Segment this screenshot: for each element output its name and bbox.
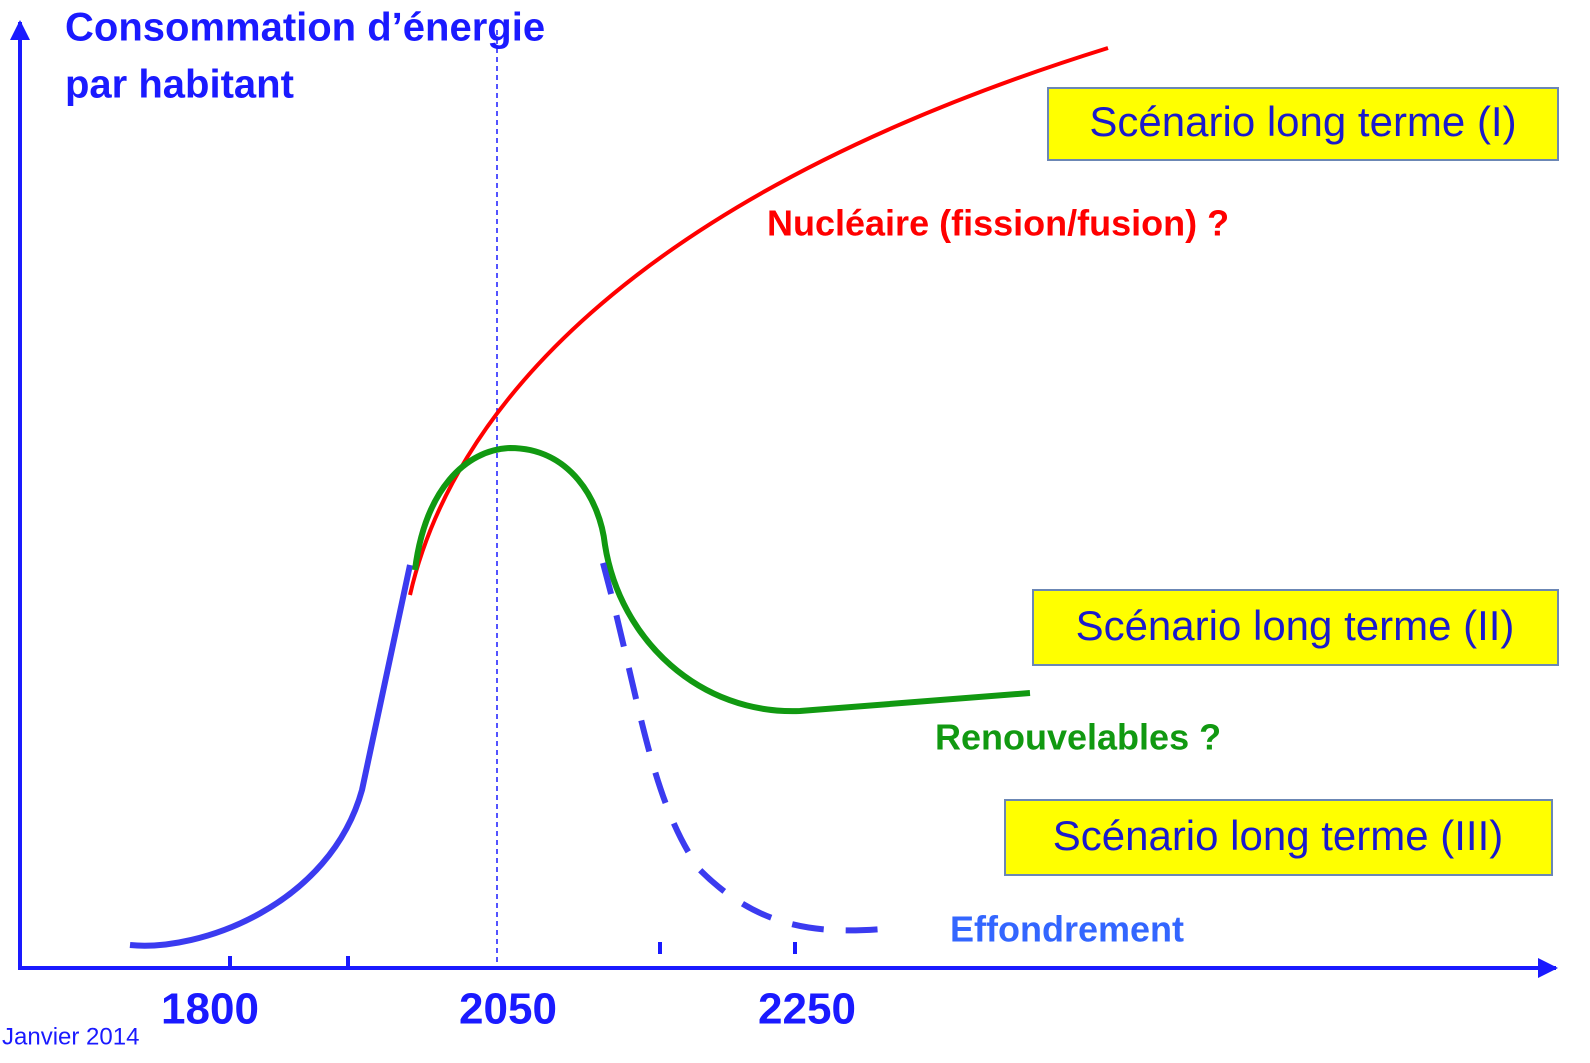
scenario-box (1032, 589, 1559, 666)
axis-title: par habitant (65, 63, 294, 107)
history-curve (129, 564, 413, 949)
x-label: 1800 (161, 985, 259, 1034)
collapse-curve (600, 562, 896, 934)
nuclear-curve (408, 46, 1109, 596)
scenario-box (1047, 87, 1559, 161)
curve-label: Effondrement (950, 909, 1184, 950)
renewables-curve (412, 444, 1031, 715)
curve-label: Nucléaire (fission/fusion) ? (767, 203, 1229, 244)
x-label: 2250 (758, 985, 856, 1034)
x-label: 2050 (459, 985, 557, 1034)
curve-label: Renouvelables ? (935, 717, 1221, 758)
scenario-box (1004, 799, 1553, 876)
axis-title: Consommation d’énergie (65, 6, 545, 50)
scenario-label: Scénario long terme (I) (1089, 98, 1516, 145)
scenario-label: Scénario long terme (II) (1076, 602, 1515, 649)
footer: Janvier 2014 (2, 1023, 139, 1050)
scenario-label: Scénario long terme (III) (1053, 812, 1504, 859)
ticks (228, 942, 797, 968)
